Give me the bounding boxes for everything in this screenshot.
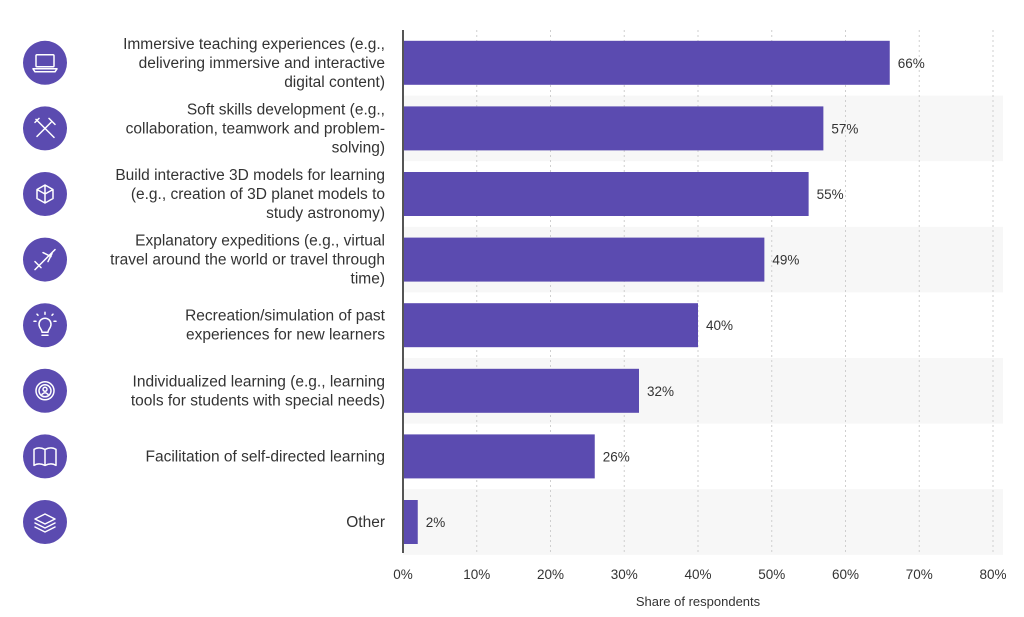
x-tick-label: 70% [906,567,933,582]
bar [403,303,698,347]
value-label: 66% [898,56,925,71]
x-tick-label: 80% [979,567,1006,582]
value-label: 2% [426,515,446,530]
bar [403,41,890,85]
category-label: Build interactive 3D models for learning… [115,167,385,222]
x-tick-label: 50% [758,567,785,582]
category-label: Facilitation of self-directed learning [145,448,385,465]
bar [403,106,823,150]
row-band [403,489,1003,555]
gear-user-icon [23,369,67,413]
category-label: Explanatory expeditions (e.g., virtual tr… [110,233,385,288]
category-label: Other [346,514,385,531]
airplane-icon [23,238,67,282]
x-tick-label: 20% [537,567,564,582]
category-label: Individualized learning (e.g., learning t… [131,373,385,409]
layers-icon [23,500,67,544]
x-tick-label: 40% [684,567,711,582]
x-tick-label: 30% [611,567,638,582]
x-tick-label: 60% [832,567,859,582]
category-label: Immersive teaching experiences (e.g., del… [123,36,385,91]
bar [403,434,595,478]
value-label: 55% [817,187,844,202]
book-icon [23,434,67,478]
bar [403,369,639,413]
value-label: 26% [603,449,630,464]
value-label: 49% [772,253,799,268]
category-label: Soft skills development (e.g., collaborat… [126,101,385,156]
bar [403,500,418,544]
bar [403,172,809,216]
value-label: 40% [706,318,733,333]
value-label: 57% [831,121,858,136]
x-axis-title: Share of respondents [636,594,761,609]
laptop-icon [23,41,67,85]
bar [403,238,764,282]
x-tick-label: 10% [463,567,490,582]
value-label: 32% [647,384,674,399]
lightbulb-icon [23,303,67,347]
tools-icon [23,106,67,150]
x-tick-label: 0% [393,567,413,582]
cube-icon [23,172,67,216]
category-label: Recreation/simulation of past experiences… [185,308,386,344]
